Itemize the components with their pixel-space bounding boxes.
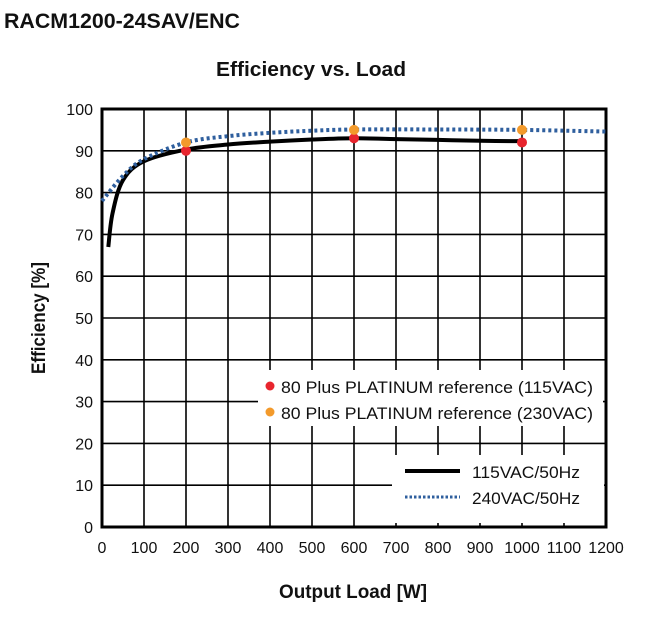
x-tick-label: 300 — [215, 540, 242, 557]
reference-legend-label: 80 Plus PLATINUM reference (115VAC) — [281, 378, 593, 397]
reference-point — [517, 137, 527, 148]
reference-point — [181, 145, 191, 156]
y-tick-label: 60 — [75, 269, 93, 286]
x-tick-label: 200 — [173, 540, 200, 557]
y-tick-label: 70 — [75, 227, 93, 244]
y-axis-label: Efficiency [%] — [29, 262, 50, 374]
y-tick-label: 80 — [75, 186, 93, 203]
series-legend-box — [392, 455, 604, 523]
y-tick-label: 40 — [75, 353, 93, 370]
y-tick-label: 100 — [66, 102, 93, 119]
y-tick-label: 30 — [75, 395, 93, 412]
reference-legend-marker — [265, 407, 275, 417]
x-tick-label: 1200 — [588, 540, 624, 557]
reference-point — [181, 137, 191, 148]
y-tick-label: 0 — [84, 520, 93, 537]
y-tick-label: 10 — [75, 478, 93, 495]
x-tick-label: 800 — [425, 540, 452, 557]
x-tick-label: 1000 — [504, 540, 540, 557]
x-tick-label: 500 — [299, 540, 326, 557]
x-tick-label: 0 — [98, 540, 107, 557]
x-tick-label: 400 — [257, 540, 284, 557]
y-tick-label: 20 — [75, 436, 93, 453]
x-tick-label: 100 — [131, 540, 158, 557]
reference-legend-box — [258, 370, 603, 426]
series-legend-label: 115VAC/50Hz — [472, 463, 580, 482]
x-tick-label: 700 — [383, 540, 410, 557]
y-tick-label: 50 — [75, 311, 93, 328]
reference-point — [517, 124, 527, 135]
x-tick-label: 900 — [467, 540, 494, 557]
chart-title: Efficiency vs. Load — [216, 59, 406, 81]
series-legend-label: 240VAC/50Hz — [472, 489, 580, 508]
x-tick-label: 600 — [341, 540, 368, 557]
y-tick-label: 90 — [75, 144, 93, 161]
x-axis-label: Output Load [W] — [279, 582, 427, 603]
reference-legend-label: 80 Plus PLATINUM reference (230VAC) — [281, 404, 593, 423]
reference-point — [349, 124, 359, 135]
reference-point — [349, 133, 359, 144]
model-header: RACM1200-24SAV/ENC — [4, 10, 240, 33]
series-line-115vac-50hz — [106, 136, 523, 248]
reference-legend-marker — [265, 381, 275, 391]
series-line-240vac-50hz — [100, 127, 607, 203]
x-tick-label: 1100 — [547, 540, 582, 557]
